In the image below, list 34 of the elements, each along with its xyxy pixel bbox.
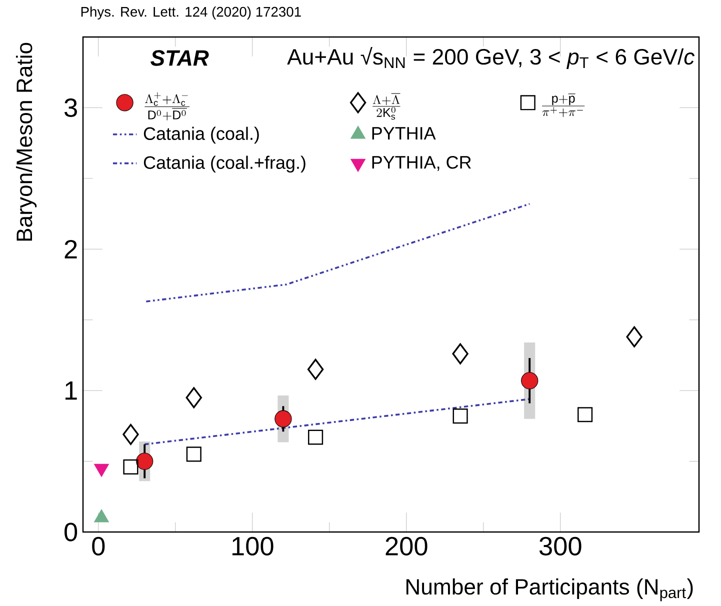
annotation: STAR bbox=[150, 50, 209, 66]
legend-label: PYTHIA bbox=[372, 127, 436, 140]
x-axis-title: Number of Participants (N$_{part}$) bbox=[406, 578, 693, 602]
legend-label: PYTHIA, CR bbox=[372, 156, 471, 171]
x-tick-label: 100 bbox=[232, 536, 274, 556]
text: Phys. Rev. Lett. 124 (2020) 172301 bbox=[81, 6, 301, 20]
point bbox=[452, 343, 468, 364]
point bbox=[136, 452, 154, 470]
point bbox=[307, 358, 324, 380]
legend-label: Catania (coal.+frag.) bbox=[144, 156, 306, 173]
point bbox=[123, 459, 138, 475]
legend-label: $\frac{\Lambda_{\mathrm{c}}^{+}+\Lambda_{\mathrm{c}}^{-}}{\mathrm{D}^{0}+\overline{\mathrm{D}^{0}}}$ bbox=[144, 92, 190, 120]
point bbox=[308, 430, 324, 445]
point bbox=[521, 372, 538, 390]
x-tick-label: 300 bbox=[539, 536, 582, 556]
y-tick-label: 1 bbox=[65, 382, 77, 400]
y-axis-title: Baryon/Meson Ratio bbox=[16, 42, 37, 241]
point bbox=[578, 407, 593, 422]
legend-label: $\frac{\Lambda+\overline{\Lambda}}{2\mathrm{K}_{\mathrm{s}}^{0}}$ bbox=[372, 94, 400, 120]
point bbox=[626, 326, 642, 348]
y-tick-label: 2 bbox=[64, 240, 77, 258]
point bbox=[186, 387, 202, 408]
point bbox=[122, 424, 139, 445]
line-series bbox=[145, 203, 530, 302]
point bbox=[452, 408, 468, 424]
point bbox=[186, 446, 202, 462]
x-tick-label: 200 bbox=[386, 536, 428, 556]
x-tick-label: 0 bbox=[92, 536, 105, 556]
annotation: Au+Au √s$_{NN}$ = 200 GeV, 3 < p$_{T}$ < 6 GeV/c bbox=[287, 47, 694, 70]
y-tick-label: 3 bbox=[64, 98, 77, 118]
point bbox=[274, 410, 292, 428]
legend-label: $\frac{\mathrm{p}+\overline{\mathrm{p}}}{\pi^{+}+\pi^{-}}$ bbox=[542, 94, 585, 118]
y-tick-label: 0 bbox=[64, 522, 78, 542]
legend-label: Catania (coal.) bbox=[144, 126, 259, 144]
